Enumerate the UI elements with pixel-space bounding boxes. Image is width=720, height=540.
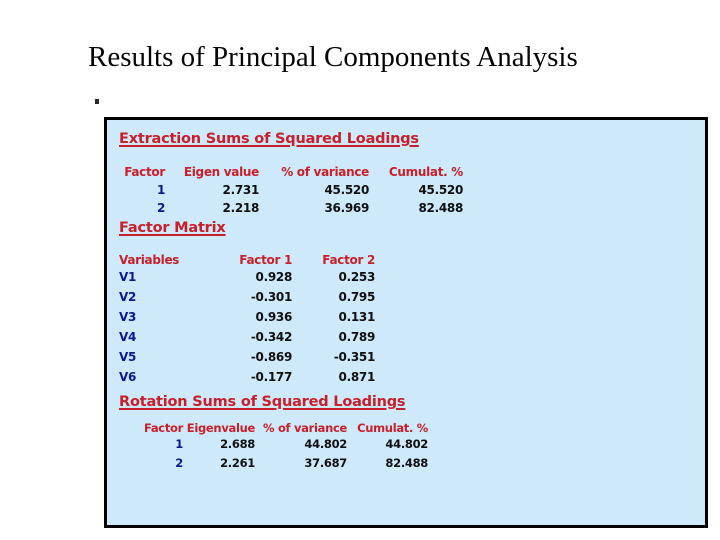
rotation-col-eigenvalue: Eigenvalue xyxy=(186,421,256,435)
eigenvalue-cell: 2.731 xyxy=(222,183,260,197)
eigenvalue-cell: 2.261 xyxy=(220,456,255,470)
variable-label: V4 xyxy=(119,330,137,344)
table-row: 1 2.731 45.520 45.520 xyxy=(119,183,463,201)
rotation-col-cumulative: Cumulat. % xyxy=(357,421,428,435)
extraction-col-cumulative: Cumulat. % xyxy=(388,165,463,179)
table-row: 2 2.261 37.687 82.488 xyxy=(119,456,428,475)
extraction-col-factor: Factor xyxy=(124,165,165,179)
extraction-col-eigenvalue: Eigen value xyxy=(183,165,259,179)
results-panel: Extraction Sums of Squared Loadings Fact… xyxy=(104,117,708,528)
cumulative-cell: 82.488 xyxy=(418,201,463,215)
cumulative-cell: 45.520 xyxy=(418,183,463,197)
loading-factor1: -0.342 xyxy=(250,330,292,344)
matrix-col-factor1: Factor 1 xyxy=(239,253,292,267)
factor-number: 1 xyxy=(175,437,183,451)
table-row: V1 0.928 0.253 xyxy=(119,269,375,289)
loading-factor2: 0.789 xyxy=(338,330,376,344)
rotation-section-heading: Rotation Sums of Squared Loadings xyxy=(119,394,406,410)
cumulative-cell: 82.488 xyxy=(385,456,428,470)
rotation-table: Factor Eigenvalue % of variance Cumulat.… xyxy=(119,422,428,475)
factor-matrix-section-heading: Factor Matrix xyxy=(119,220,226,236)
eigenvalue-cell: 2.218 xyxy=(222,201,260,215)
loading-factor2: 0.795 xyxy=(338,290,376,304)
rotation-col-factor: Factor xyxy=(143,421,183,435)
variance-cell: 44.802 xyxy=(304,437,347,451)
extraction-table: Factor Eigen value % of variance Cumulat… xyxy=(119,165,463,219)
table-row: 1 2.688 44.802 44.802 xyxy=(119,437,428,456)
table-row: 2 2.218 36.969 82.488 xyxy=(119,201,463,219)
factor-number: 1 xyxy=(156,183,165,197)
loading-factor1: 0.928 xyxy=(255,270,293,284)
extraction-col-variance: % of variance xyxy=(281,165,369,179)
rotation-header-row: Factor Eigenvalue % of variance Cumulat.… xyxy=(119,422,428,437)
eigenvalue-cell: 2.688 xyxy=(220,437,255,451)
variable-label: V3 xyxy=(119,310,137,324)
rotation-col-variance: % of variance xyxy=(263,421,347,435)
variance-cell: 45.520 xyxy=(324,183,369,197)
variable-label: V2 xyxy=(119,290,137,304)
factor-number: 2 xyxy=(156,201,165,215)
page-title: Results of Principal Components Analysis xyxy=(88,41,578,73)
stray-period-dot xyxy=(95,99,99,104)
table-row: V4 -0.342 0.789 xyxy=(119,329,375,349)
matrix-col-variables: Variables xyxy=(119,253,180,267)
loading-factor1: -0.869 xyxy=(250,350,292,364)
factor-matrix-header-row: Variables Factor 1 Factor 2 xyxy=(119,253,375,269)
variable-label: V5 xyxy=(119,350,137,364)
variable-label: V6 xyxy=(119,370,137,384)
extraction-header-row: Factor Eigen value % of variance Cumulat… xyxy=(119,165,463,183)
loading-factor1: -0.177 xyxy=(250,370,292,384)
table-row: V3 0.936 0.131 xyxy=(119,309,375,329)
loading-factor2: 0.253 xyxy=(338,270,376,284)
cumulative-cell: 44.802 xyxy=(385,437,428,451)
loading-factor2: -0.351 xyxy=(333,350,375,364)
loading-factor1: -0.301 xyxy=(250,290,292,304)
loading-factor2: 0.131 xyxy=(338,310,376,324)
variance-cell: 37.687 xyxy=(304,456,347,470)
matrix-col-factor2: Factor 2 xyxy=(322,253,375,267)
loading-factor2: 0.871 xyxy=(338,370,376,384)
variance-cell: 36.969 xyxy=(324,201,369,215)
table-row: V5 -0.869 -0.351 xyxy=(119,349,375,369)
factor-matrix-table: Variables Factor 1 Factor 2 V1 0.928 0.2… xyxy=(119,253,375,389)
table-row: V2 -0.301 0.795 xyxy=(119,289,375,309)
extraction-section-heading: Extraction Sums of Squared Loadings xyxy=(119,131,419,147)
factor-number: 2 xyxy=(175,456,183,470)
variable-label: V1 xyxy=(119,270,137,284)
loading-factor1: 0.936 xyxy=(255,310,293,324)
table-row: V6 -0.177 0.871 xyxy=(119,369,375,389)
